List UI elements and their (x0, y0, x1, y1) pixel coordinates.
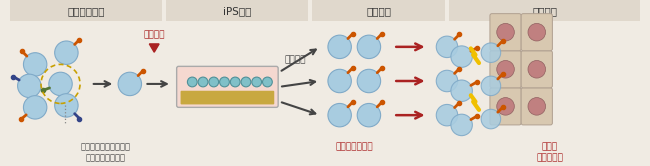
Circle shape (220, 77, 229, 87)
Text: リンパ球: リンパ球 (366, 6, 391, 16)
Circle shape (241, 77, 251, 87)
Circle shape (481, 43, 500, 62)
Text: 熟成リンパ球: 熟成リンパ球 (67, 6, 105, 16)
Text: がん細胞を攻撃できる
Ｔ細胞を選び出す: がん細胞を攻撃できる Ｔ細胞を選び出す (81, 142, 131, 162)
Circle shape (358, 103, 381, 127)
Polygon shape (150, 44, 159, 52)
Text: ガン細胞: ガン細胞 (532, 6, 557, 16)
FancyBboxPatch shape (521, 51, 552, 88)
Circle shape (328, 69, 352, 93)
Circle shape (358, 35, 381, 59)
Circle shape (55, 41, 78, 64)
Text: 山中因子: 山中因子 (144, 31, 165, 40)
Circle shape (358, 69, 381, 93)
FancyBboxPatch shape (177, 66, 278, 107)
Circle shape (187, 77, 197, 87)
Circle shape (528, 98, 545, 115)
Circle shape (55, 94, 78, 117)
Circle shape (230, 77, 240, 87)
Circle shape (481, 76, 500, 96)
Circle shape (436, 36, 458, 58)
Bar (312, 0, 445, 21)
Circle shape (263, 77, 272, 87)
Circle shape (497, 23, 514, 41)
Circle shape (481, 109, 500, 129)
Circle shape (436, 104, 458, 126)
FancyBboxPatch shape (521, 14, 552, 51)
Bar (166, 0, 308, 21)
Circle shape (18, 74, 41, 98)
FancyBboxPatch shape (490, 51, 521, 88)
Text: 分化誘導: 分化誘導 (285, 55, 306, 64)
Circle shape (118, 72, 142, 96)
Circle shape (451, 46, 473, 67)
FancyBboxPatch shape (521, 88, 552, 125)
Bar (10, 0, 162, 21)
Circle shape (328, 103, 352, 127)
FancyBboxPatch shape (181, 91, 274, 104)
Circle shape (49, 72, 72, 96)
Circle shape (528, 23, 545, 41)
Circle shape (198, 77, 208, 87)
Circle shape (451, 80, 473, 101)
FancyBboxPatch shape (490, 88, 521, 125)
Circle shape (528, 60, 545, 78)
Circle shape (497, 98, 514, 115)
Bar (449, 0, 640, 21)
FancyBboxPatch shape (490, 14, 521, 51)
Circle shape (23, 53, 47, 76)
Circle shape (328, 35, 352, 59)
Circle shape (23, 96, 47, 119)
Circle shape (209, 77, 218, 87)
Circle shape (252, 77, 261, 87)
Circle shape (497, 60, 514, 78)
Text: 全ての
細胞が攻撃: 全ての 細胞が攻撃 (536, 142, 563, 162)
Circle shape (451, 114, 473, 136)
Circle shape (436, 70, 458, 92)
Text: iPS細胞: iPS細胞 (223, 6, 252, 16)
Text: 一様なリンパ球: 一様なリンパ球 (335, 142, 373, 152)
